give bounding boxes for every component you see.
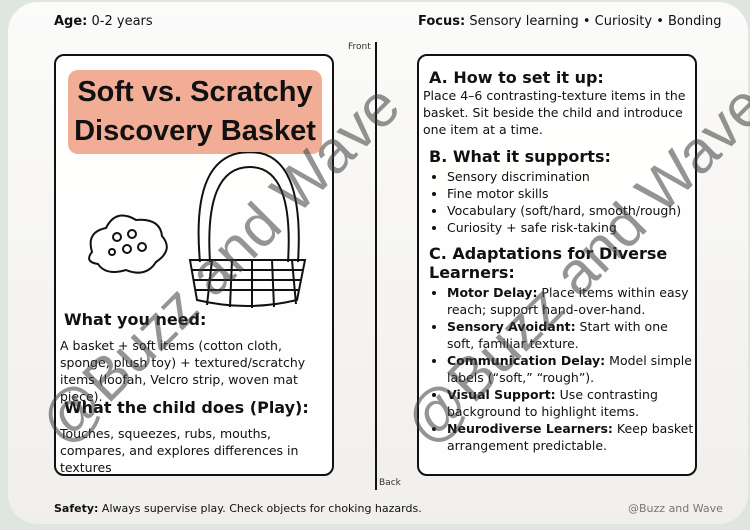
safety-note: Safety: Always supervise play. Check obj… xyxy=(54,502,422,515)
list-item: Vocabulary (soft/hard, smooth/rough) xyxy=(447,202,695,219)
front-label: Front xyxy=(348,42,371,52)
list-item: Communication Delay: Model simple labels… xyxy=(447,352,695,386)
list-item: Curiosity + safe risk-taking xyxy=(447,219,695,236)
fold-divider xyxy=(375,42,377,490)
list-item: Neurodiverse Learners: Keep basket arran… xyxy=(447,420,695,454)
age-line: Age: 0-2 years xyxy=(54,14,153,29)
focus-value: Sensory learning • Curiosity • Bonding xyxy=(469,14,722,29)
focus-line: Focus: Sensory learning • Curiosity • Bo… xyxy=(418,14,721,29)
focus-label: Focus: xyxy=(418,14,466,29)
age-label: Age: xyxy=(54,14,88,29)
item-label: Communication Delay: xyxy=(447,353,606,368)
item-label: Sensory Avoidant: xyxy=(447,319,576,334)
back-label: Back xyxy=(379,478,401,488)
adaptations-list: Motor Delay: Place items within easy rea… xyxy=(423,284,695,454)
play-text: Touches, squeezes, rubs, mouths, compare… xyxy=(60,426,299,475)
what-you-need-text: A basket + soft items (cotton cloth, spo… xyxy=(60,338,306,404)
basket-icon xyxy=(188,152,307,308)
supports-list: Sensory discrimination Fine motor skills… xyxy=(423,168,695,236)
item-text: Place items within easy reach; support h… xyxy=(447,285,689,317)
item-label: Neurodiverse Learners: xyxy=(447,421,613,436)
item-label: Motor Delay: xyxy=(447,285,538,300)
sponge-and-basket-illustration xyxy=(88,152,307,308)
item-text: Keep basket arrangement predictable. xyxy=(447,421,694,453)
list-item: Sensory Avoidant: Start with one soft, f… xyxy=(447,318,695,352)
supports-heading: B. What it supports: xyxy=(429,147,611,166)
adaptations-heading: C. Adaptations for Diverse Learners: xyxy=(429,244,668,282)
list-item: Motor Delay: Place items within easy rea… xyxy=(447,284,695,318)
safety-label: Safety: xyxy=(54,502,99,515)
credit: @Buzz and Wave xyxy=(628,502,723,515)
what-you-need-heading: What you need: xyxy=(64,310,207,329)
activity-title: Soft vs. Scratchy Discovery Basket xyxy=(68,70,322,154)
list-item: Sensory discrimination xyxy=(447,168,695,185)
age-value: 0-2 years xyxy=(91,14,153,29)
front-card: Soft vs. Scratchy Discovery Basket What … xyxy=(54,54,334,476)
setup-text: Place 4–6 contrasting-texture items in t… xyxy=(423,88,686,137)
setup-heading: A. How to set it up: xyxy=(429,68,604,87)
item-text: Model simple labels (“soft,” “rough”). xyxy=(447,353,692,385)
item-text: Use contrasting background to highlight … xyxy=(447,387,658,419)
list-item: Visual Support: Use contrasting backgrou… xyxy=(447,386,695,420)
safety-text: Always supervise play. Check objects for… xyxy=(101,502,422,515)
item-label: Visual Support: xyxy=(447,387,556,402)
play-heading: What the child does (Play): xyxy=(64,398,309,417)
sponge-icon xyxy=(88,214,168,274)
item-text: Start with one soft, familiar texture. xyxy=(447,319,668,351)
list-item: Fine motor skills xyxy=(447,185,695,202)
back-card: A. How to set it up: Place 4–6 contrasti… xyxy=(417,54,697,476)
